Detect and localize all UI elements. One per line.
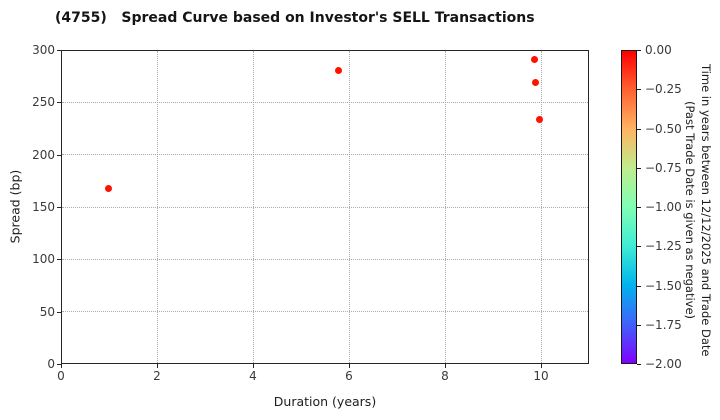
x-tick-mark	[445, 364, 446, 368]
y-gridline	[62, 311, 588, 313]
colorbar-gradient	[621, 50, 637, 364]
x-tick-label: 10	[533, 369, 549, 383]
colorbar-tick-mark	[637, 285, 641, 287]
x-tick-label: 2	[153, 369, 161, 383]
x-tick-label: 4	[249, 369, 257, 383]
y-tick-mark	[57, 154, 61, 156]
y-gridline	[62, 258, 588, 260]
colorbar-tick-mark	[637, 167, 641, 169]
colorbar-tick-label: −2.00	[645, 357, 682, 371]
y-tick-label: 50	[39, 304, 55, 319]
data-point	[104, 184, 112, 192]
y-tick-mark	[57, 259, 61, 261]
colorbar-tick-label: −1.75	[645, 317, 682, 332]
y-gridline	[62, 206, 588, 208]
x-tick-mark	[157, 364, 158, 368]
colorbar-tick-label: −1.00	[645, 200, 682, 214]
colorbar-tick-mark	[637, 89, 641, 91]
y-tick-label: 150	[32, 200, 55, 214]
y-tick-label: 100	[32, 252, 55, 267]
x-tick-label: 8	[441, 369, 449, 383]
colorbar-tick-mark	[637, 324, 641, 326]
chart-title: (4755) Spread Curve based on Investor's …	[55, 10, 535, 26]
plot-area	[61, 50, 589, 364]
colorbar-tick-mark	[637, 50, 641, 51]
y-tick-mark	[57, 311, 61, 313]
y-gridline	[62, 154, 588, 156]
colorbar-tick-label: −0.75	[645, 160, 682, 175]
data-point	[535, 115, 543, 123]
x-axis-label: Duration (years)	[273, 394, 377, 409]
x-tick-mark	[349, 364, 350, 368]
y-tick-mark	[57, 102, 61, 104]
y-tick-label: 250	[32, 95, 55, 110]
data-point	[335, 67, 343, 75]
colorbar-tick-mark	[637, 207, 641, 208]
colorbar-tick-label: −0.25	[645, 82, 682, 97]
colorbar-tick-mark	[637, 246, 641, 248]
x-tick-mark	[253, 364, 254, 368]
colorbar-tick-label: 0.00	[645, 43, 672, 57]
y-tick-label: 300	[32, 43, 55, 57]
y-tick-mark	[57, 50, 61, 51]
colorbar-tick-mark	[637, 128, 641, 130]
y-tick-mark	[57, 364, 61, 365]
y-tick-label: 200	[32, 147, 55, 162]
y-tick-label: 0	[47, 357, 55, 371]
colorbar-label-line1: Time in years between 12/12/2025 and Tra…	[699, 63, 713, 357]
x-tick-label: 0	[57, 369, 65, 383]
colorbar-tick-label: −0.50	[645, 121, 682, 136]
colorbar-tick-label: −1.25	[645, 239, 682, 254]
x-tick-mark	[61, 364, 62, 368]
colorbar-label: Time in years between 12/12/2025 and Tra…	[682, 37, 714, 383]
colorbar-tick-mark	[637, 364, 641, 365]
colorbar-tick-label: −1.50	[645, 278, 682, 293]
y-gridline	[62, 101, 588, 103]
y-tick-mark	[57, 207, 61, 208]
x-tick-label: 6	[345, 369, 353, 383]
colorbar-label-line2: (Past Trade Date is given as negative)	[683, 100, 697, 320]
data-point	[532, 78, 540, 86]
x-tick-mark	[541, 364, 542, 368]
data-point	[531, 55, 539, 63]
